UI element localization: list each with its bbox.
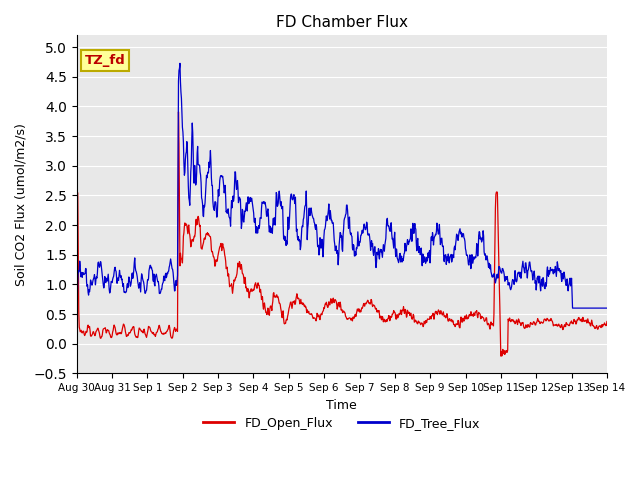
FD_Tree_Flux	[457, 231, 465, 237]
FD_Open_Flux	[175, 109, 182, 115]
FD_Open_Flux	[214, 254, 221, 260]
Title: FD Chamber Flux: FD Chamber Flux	[276, 15, 408, 30]
FD_Open_Flux	[497, 353, 505, 359]
FD_Tree_Flux	[569, 305, 577, 311]
FD_Open_Flux	[603, 319, 611, 324]
FD_Tree_Flux	[142, 288, 150, 294]
Text: TZ_fd: TZ_fd	[84, 54, 125, 67]
FD_Tree_Flux	[176, 60, 184, 66]
FD_Tree_Flux	[347, 230, 355, 236]
Line: FD_Tree_Flux: FD_Tree_Flux	[77, 63, 607, 308]
Legend: FD_Open_Flux, FD_Tree_Flux: FD_Open_Flux, FD_Tree_Flux	[198, 412, 486, 435]
FD_Tree_Flux	[271, 215, 278, 221]
FD_Tree_Flux	[214, 198, 221, 204]
FD_Open_Flux	[347, 317, 355, 323]
FD_Open_Flux	[142, 334, 150, 339]
FD_Open_Flux	[271, 294, 278, 300]
FD_Tree_Flux	[73, 305, 81, 311]
X-axis label: Time: Time	[326, 398, 357, 412]
Line: FD_Open_Flux: FD_Open_Flux	[77, 112, 607, 356]
FD_Open_Flux	[73, 284, 81, 289]
FD_Open_Flux	[457, 318, 465, 324]
Y-axis label: Soil CO2 Flux (umol/m2/s): Soil CO2 Flux (umol/m2/s)	[15, 123, 28, 286]
FD_Open_Flux	[570, 320, 577, 325]
FD_Tree_Flux	[603, 305, 611, 311]
